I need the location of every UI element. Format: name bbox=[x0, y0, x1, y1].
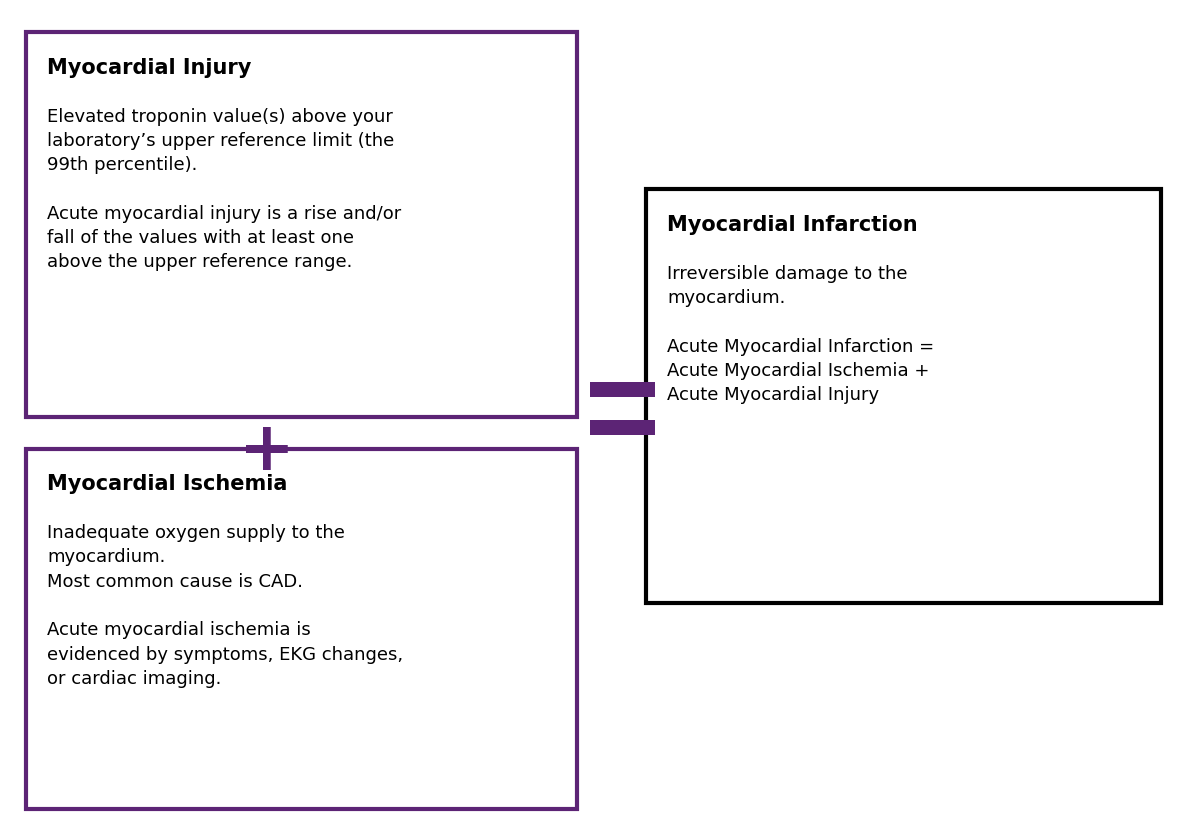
FancyBboxPatch shape bbox=[646, 190, 1161, 604]
Text: Myocardial Injury: Myocardial Injury bbox=[47, 58, 251, 78]
Text: +: + bbox=[238, 418, 295, 484]
Text: Elevated troponin value(s) above your
laboratory’s upper reference limit (the
99: Elevated troponin value(s) above your la… bbox=[47, 108, 402, 271]
Text: Irreversible damage to the
myocardium.

Acute Myocardial Infarction =
Acute Myoc: Irreversible damage to the myocardium. A… bbox=[667, 265, 934, 404]
Text: Myocardial Ischemia: Myocardial Ischemia bbox=[47, 474, 288, 494]
FancyBboxPatch shape bbox=[590, 383, 654, 398]
FancyBboxPatch shape bbox=[26, 449, 577, 809]
Text: Myocardial Infarction: Myocardial Infarction bbox=[667, 215, 917, 235]
FancyBboxPatch shape bbox=[590, 421, 654, 436]
Text: Inadequate oxygen supply to the
myocardium.
Most common cause is CAD.

Acute myo: Inadequate oxygen supply to the myocardi… bbox=[47, 523, 404, 687]
FancyBboxPatch shape bbox=[26, 33, 577, 418]
